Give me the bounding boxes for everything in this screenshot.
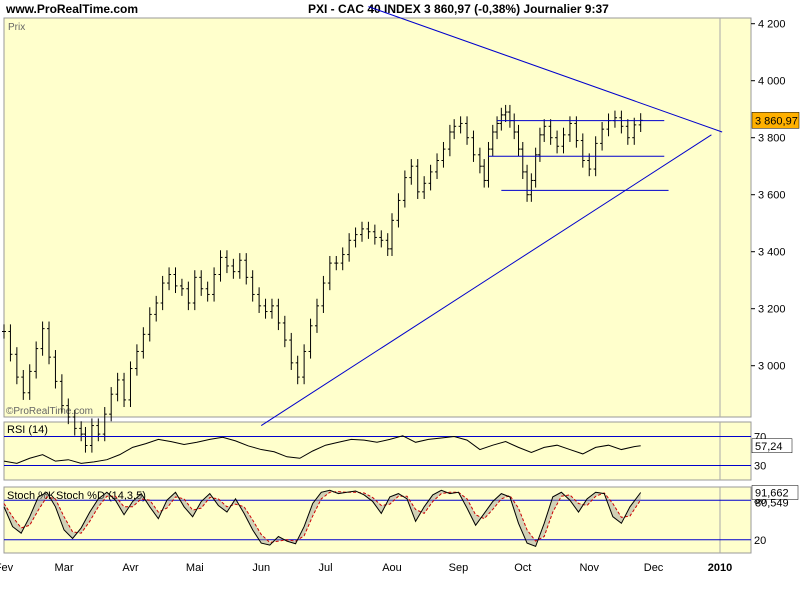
rsi-label: RSI (14): [7, 424, 48, 436]
x-tick-label: 2010: [708, 562, 732, 574]
chart-title: PXI - CAC 40 INDEX 3 860,97 (-0,38%) Jou…: [308, 2, 609, 16]
y-tick-label: 4 000: [758, 76, 786, 88]
price-panel-label: Prix: [8, 22, 25, 33]
last-price-label: 3 860,97: [755, 115, 798, 127]
rsi-value-badge: [751, 438, 793, 454]
x-tick-label: Fev: [0, 562, 14, 574]
y-tick-label: 20: [754, 535, 766, 547]
rsi-value-label: 57,24: [755, 441, 783, 453]
x-tick-label: Jul: [319, 562, 333, 574]
panel-rsi: [3, 421, 752, 481]
trendline[interactable]: [368, 6, 723, 133]
watermark: ©ProRealTime.com: [6, 406, 93, 417]
panel-price: [3, 17, 752, 418]
y-tick-label: 30: [754, 461, 766, 473]
stoch-d-label: Stoch %D (14,3,5): [56, 490, 146, 502]
y-tick-label: 3 800: [758, 133, 786, 145]
site-url[interactable]: www.ProRealTime.com: [6, 2, 139, 16]
x-tick-label: Mai: [186, 562, 204, 574]
stoch-k-line: [3, 489, 642, 548]
y-tick-label: 4 200: [758, 19, 786, 31]
x-tick-label: Avr: [122, 562, 139, 574]
x-tick-label: Mar: [55, 562, 74, 574]
stoch-value-badge: [751, 485, 799, 500]
rsi-line: [3, 435, 641, 464]
x-tick-label: Jun: [252, 562, 270, 574]
title-bar: www.ProRealTime.com PXI - CAC 40 INDEX 3…: [0, 0, 800, 18]
y-tick-label: 3 600: [758, 190, 786, 202]
x-tick-label: Sep: [449, 562, 469, 574]
stoch-d-line: [3, 491, 642, 543]
x-tick-label: Oct: [514, 562, 531, 574]
stoch-value-label: 91,662: [755, 488, 789, 500]
y-tick-label: 3 200: [758, 304, 786, 316]
price-bars: [2, 104, 643, 453]
panel-stochastic: [3, 486, 752, 554]
last-price-badge: [751, 112, 800, 129]
stoch-k-label: Stoch %K: [7, 490, 56, 502]
trendline[interactable]: [260, 134, 712, 426]
stoch-d-value-label: 80,549: [755, 498, 789, 510]
y-tick-label: 3 000: [758, 361, 786, 373]
x-tick-label: Dec: [644, 562, 664, 574]
y-tick-label: 3 400: [758, 247, 786, 259]
x-tick-label: Nov: [579, 562, 599, 574]
x-tick-label: Aou: [382, 562, 402, 574]
